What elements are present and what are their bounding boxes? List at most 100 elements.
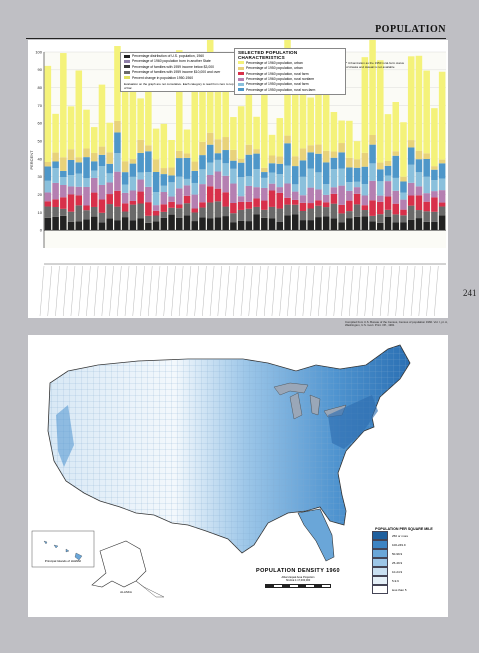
bar-segment [98,222,106,231]
density-label: 5-9.9 [392,578,399,583]
bar-segment [152,159,160,172]
bar-segment [114,153,121,172]
bar-segment [253,149,260,154]
bar-segment [346,182,353,191]
bar-segment [176,217,183,231]
bar-segment [152,128,160,160]
bar-segment [230,213,237,223]
density-label: 50-99.9 [392,551,403,556]
bar-segment [44,206,52,218]
bar-segment [152,192,160,206]
bar-segment [121,172,129,185]
bar-segment [199,63,206,142]
legend-right-swatch [238,83,244,87]
legend-right-label: Percentage of 1960 population, rural far… [246,71,309,76]
bar-segment [400,122,407,177]
bar-segment [191,161,199,171]
bar-segment [268,155,276,164]
bar-segment [407,182,415,196]
legend-left-note: Evaluation on the graph are not cumulati… [124,82,234,90]
density-legend-item: 50-99.9 [372,549,436,559]
bar-segment [191,170,199,183]
bar-segment [83,205,90,211]
bar-segment [145,151,152,173]
bar-segment [176,204,183,209]
bar-segment [90,206,98,217]
legend-left-item: Percentage distribution of U.S. populati… [124,54,236,59]
bar-segment [245,144,253,155]
legend-right: SELECTED POPULATION CHARACTERISTICS Perc… [234,48,346,96]
bar-segment [137,152,144,173]
bar-segment [160,123,168,169]
bar-segment [377,222,384,231]
bar-segment [245,208,253,222]
y-tick-label: 80 [38,85,43,90]
bar-segment [268,206,276,219]
bar-segment [299,220,307,231]
category-leader [248,265,253,317]
page-header: POPULATION [26,24,446,39]
bar-segment [253,169,260,188]
bar-segment [299,195,307,203]
legend-right-item: Percentage of 1960 population, rural far… [238,72,342,77]
bar-segment [415,195,423,211]
bar-segment [431,166,438,170]
category-leader [372,265,377,317]
bar-segment [253,206,260,215]
bar-segment [353,187,361,194]
bar-segment [44,217,52,231]
bar-segment [377,169,384,182]
alaska-label: ALASKA [120,590,132,594]
bar-segment [199,184,206,203]
bar-segment [145,53,152,146]
bar-segment [353,216,361,231]
bar-segment [330,169,338,188]
bar-segment [261,187,268,201]
bar-segment [206,162,214,176]
bar-segment [237,106,245,159]
bar-segment [60,177,67,185]
bar-segment [322,184,330,195]
bar-segment [361,216,369,231]
y-tick-label: 60 [38,121,43,126]
bar-segment [67,149,75,160]
bar-segment [276,174,284,188]
bar-segment [346,218,353,231]
category-leader [63,265,68,317]
bar-segment [253,116,260,150]
bar-segment [346,200,353,212]
bar-segment [268,183,276,191]
category-leader [271,265,277,317]
legend-left-swatch [124,76,130,80]
bar-segment [384,181,392,197]
bar-segment [307,203,314,209]
category-leader [264,265,269,317]
bar-segment [268,172,276,184]
bar-segment [353,167,361,182]
bar-segment [129,163,137,177]
bar-segment [237,209,245,221]
category-leader [163,265,168,317]
bar-segment [307,187,314,204]
bar-segment [145,145,152,152]
bar-segment [245,176,253,186]
bar-segment [106,163,113,174]
population-density-map [31,344,411,598]
bar-segment [206,218,214,231]
chart-title: SELECTED POPULATION CHARACTERISTICS [238,50,298,61]
bar-segment [222,216,229,231]
bar-segment [90,152,98,162]
bar-segment [106,122,113,153]
bar-segment [237,220,245,231]
bar-segment [315,189,322,201]
bar-segment [75,221,83,231]
bar-segment [384,209,392,217]
bar-segment [145,215,152,223]
bar-segment [361,195,369,206]
bar-segment [377,162,384,170]
category-leader [233,265,238,317]
bar-segment [83,210,90,220]
bar-segment [230,222,237,231]
bar-segment [168,196,175,202]
bar-segment [400,176,407,182]
